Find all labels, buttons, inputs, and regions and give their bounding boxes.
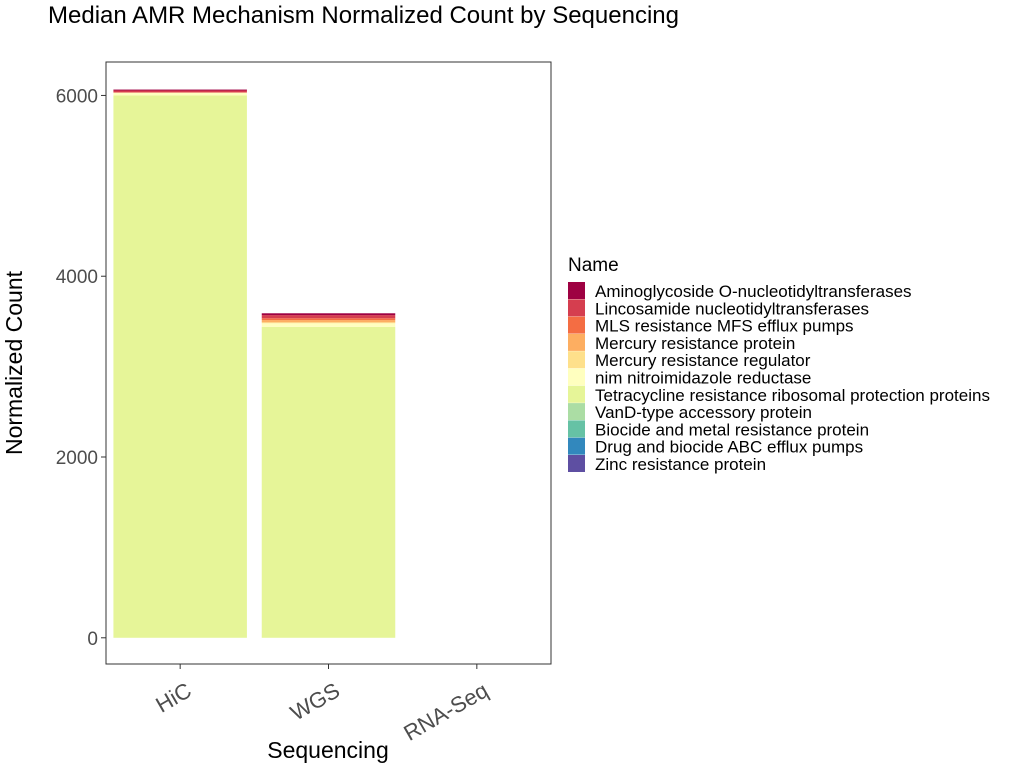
legend-title: Name — [568, 255, 619, 276]
y-axis: 0 2000 4000 6000 — [56, 86, 106, 650]
legend-swatch — [568, 455, 585, 472]
legend-item-label: Zinc resistance protein — [595, 455, 766, 474]
bar-segment — [261, 315, 396, 319]
legend-item-label: MLS resistance MFS efflux pumps — [595, 317, 854, 336]
x-tick-label: WGS — [286, 678, 344, 726]
bar-segment — [261, 320, 396, 323]
bars-layer — [113, 89, 396, 638]
x-axis-label: Sequencing — [267, 737, 389, 763]
legend-item-label: Tetracycline resistance ribosomal protec… — [595, 386, 990, 405]
y-tick-label: 4000 — [56, 267, 98, 288]
bar-segment — [113, 95, 247, 638]
legend-swatch — [568, 437, 585, 455]
legend-swatch — [568, 316, 585, 334]
legend-item-label: Aminoglycoside O-nucleotidyltransferases — [595, 282, 912, 301]
legend-item-label: VanD-type accessory protein — [595, 403, 812, 422]
legend-item-label: nim nitroimidazole reductase — [595, 369, 811, 388]
bar-segment — [261, 322, 396, 324]
x-tick-label: RNA-Seq — [399, 678, 492, 746]
legend-item-label: Lincosamide nucleotidyltransferases — [595, 299, 869, 318]
legend-swatch — [568, 351, 585, 369]
legend-item-label: Drug and biocide ABC efflux pumps — [595, 438, 863, 457]
bar-segment — [261, 318, 396, 321]
legend-swatch — [568, 420, 585, 438]
legend-swatch — [568, 333, 585, 351]
legend-item-label: Mercury resistance protein — [595, 334, 795, 353]
chart-title: Median AMR Mechanism Normalized Count by… — [48, 2, 679, 29]
bar-segment — [113, 89, 247, 91]
legend-item-label: Biocide and metal resistance protein — [595, 420, 869, 439]
y-tick-label: 0 — [87, 629, 98, 650]
y-tick-label: 2000 — [56, 448, 98, 469]
bar-segment — [113, 90, 247, 93]
y-axis-label: Normalized Count — [1, 270, 27, 455]
legend-swatch — [568, 299, 585, 317]
x-axis: HiC WGS RNA-Seq — [151, 664, 492, 746]
legend: Name Aminoglycoside O-nucleotidyltransfe… — [568, 255, 990, 474]
legend-swatch — [568, 282, 585, 299]
x-tick-label: HiC — [151, 677, 195, 717]
bar-segment — [261, 323, 396, 327]
bar-segment — [261, 313, 396, 316]
bar-segment — [113, 92, 247, 96]
legend-swatch — [568, 403, 585, 421]
bar-segment — [261, 326, 396, 638]
y-tick-label: 6000 — [56, 86, 98, 107]
legend-swatch — [568, 385, 585, 403]
legend-swatch — [568, 368, 585, 386]
legend-item-label: Mercury resistance regulator — [595, 351, 811, 370]
